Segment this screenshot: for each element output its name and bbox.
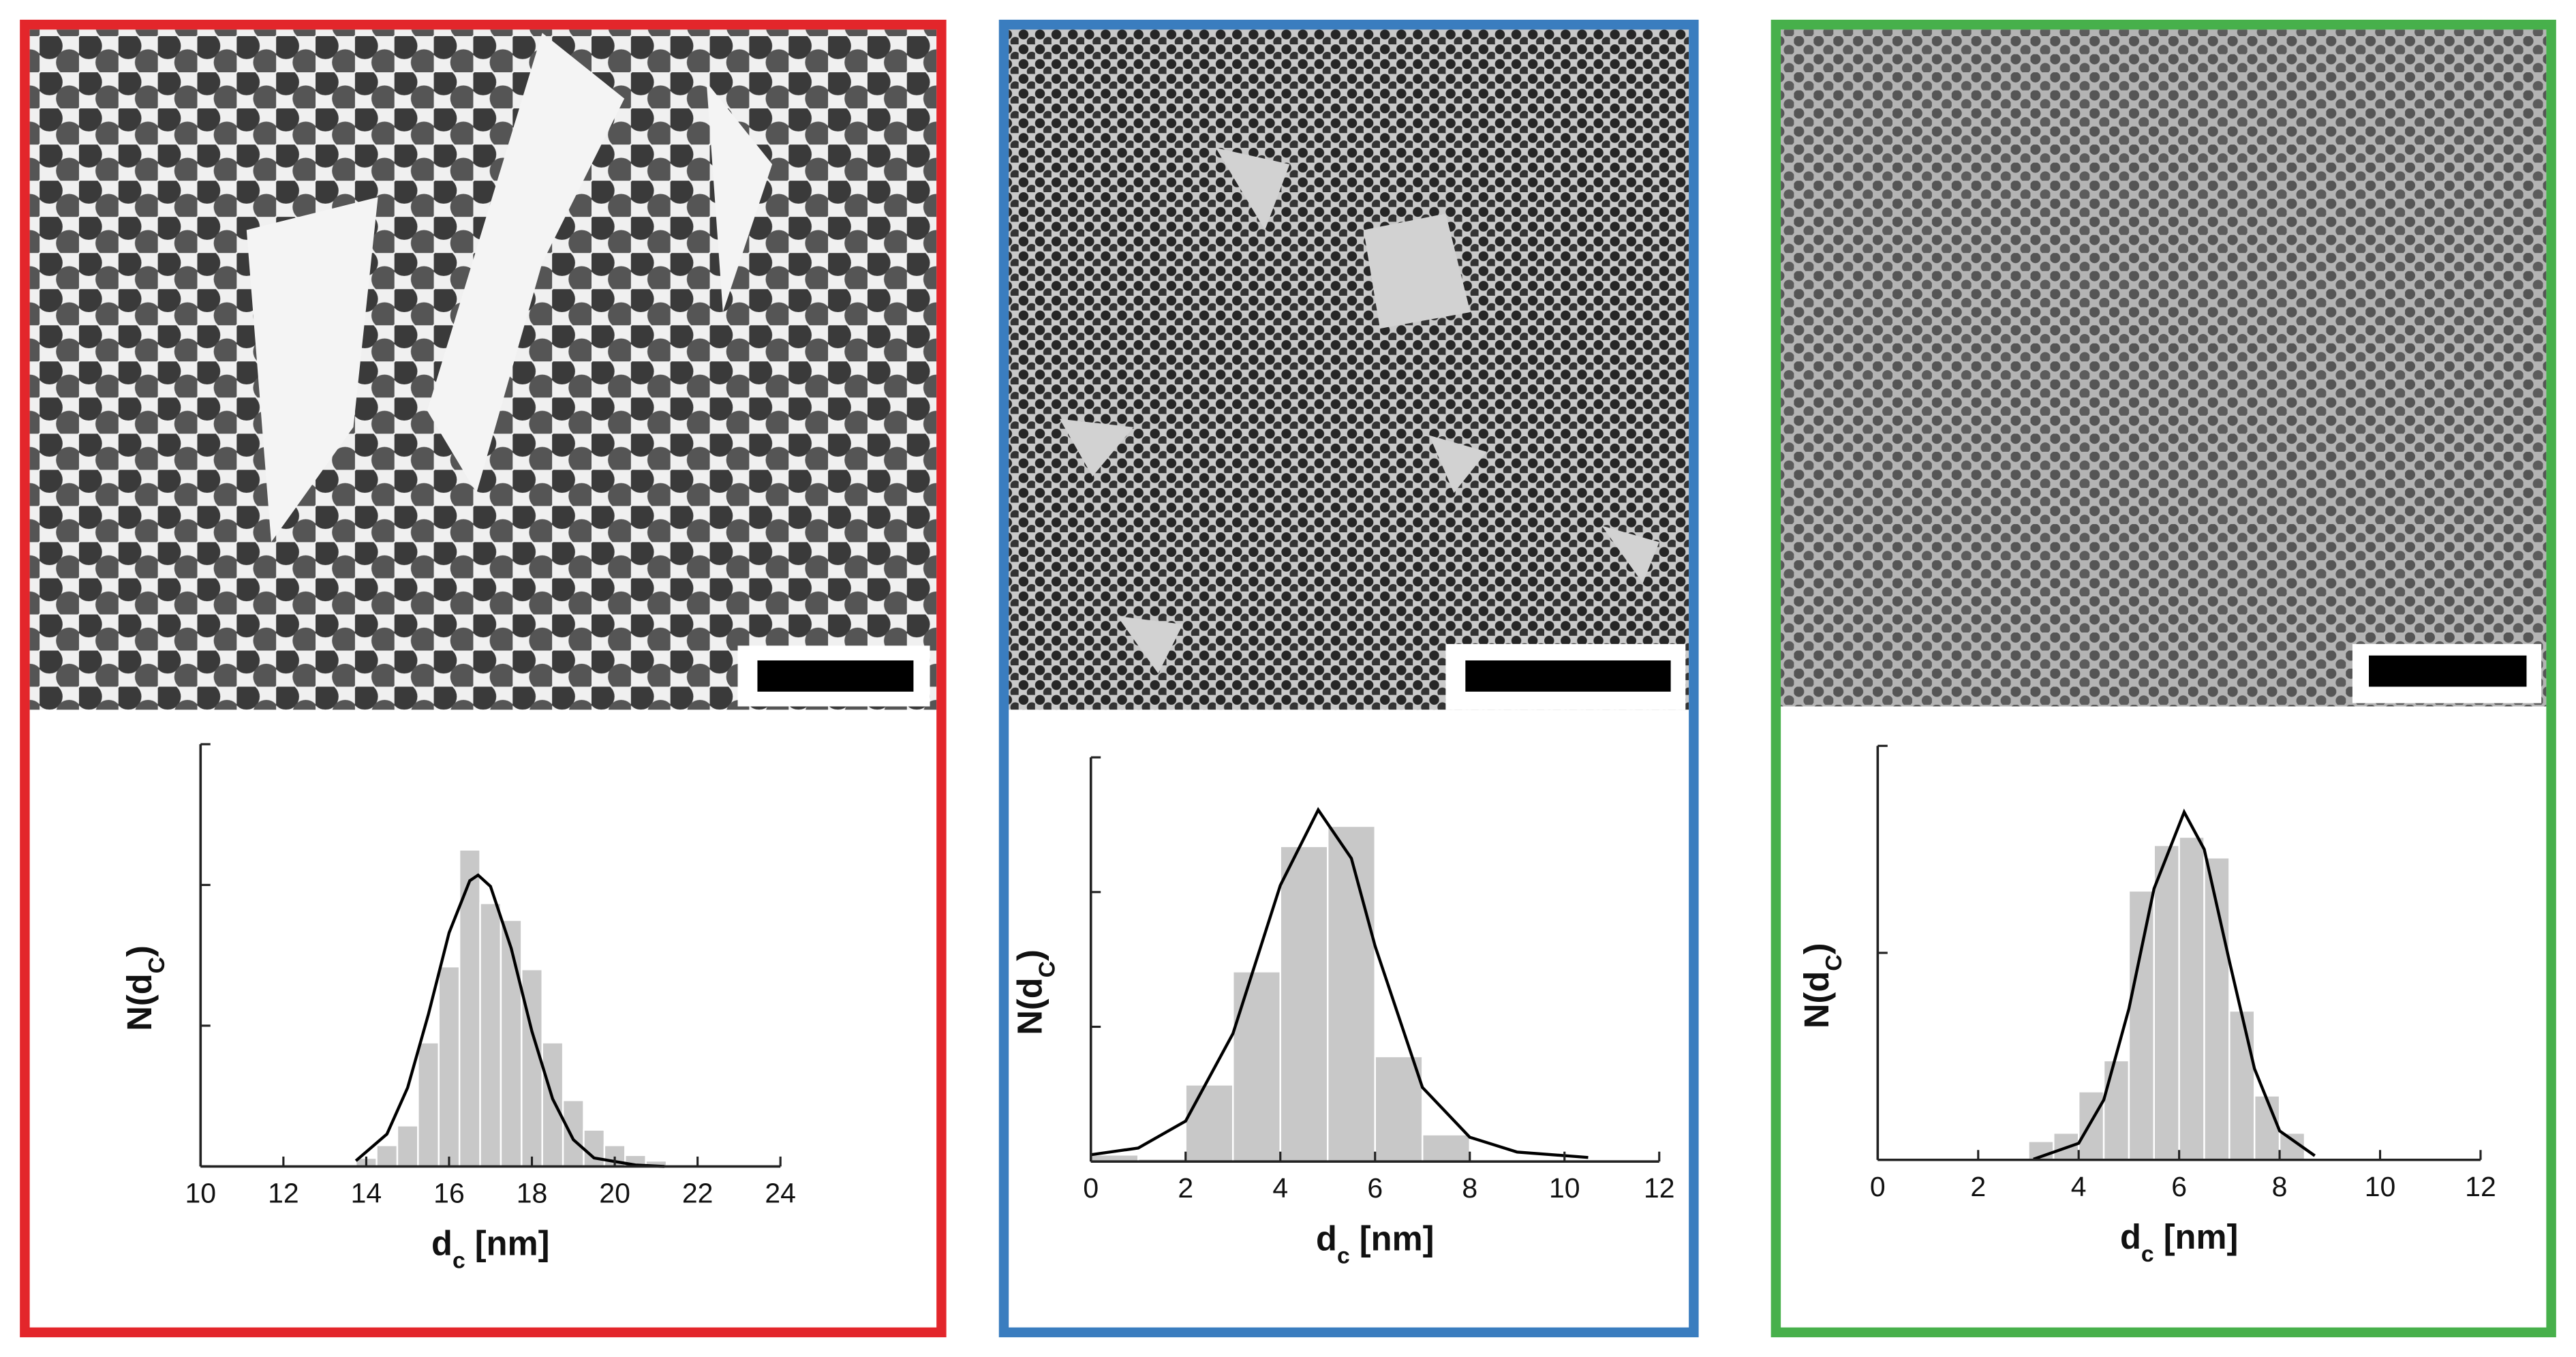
y-axis-label: N(dC): [1010, 949, 1060, 1035]
bar: [375, 1144, 399, 1168]
y-label-part: ): [1797, 943, 1836, 954]
tem-images: [29, 29, 2547, 710]
x-tick-label: 12: [268, 1177, 299, 1208]
bar: [417, 1041, 440, 1168]
x-tick-label: 4: [1272, 1172, 1288, 1204]
x-tick-label: 6: [1367, 1172, 1383, 1204]
x-tick-label: 2: [1178, 1172, 1193, 1204]
bar: [1184, 1084, 1234, 1163]
fit-curve: [2033, 808, 2316, 1161]
x-tick-label: 20: [599, 1177, 630, 1208]
x-axis-label: dc [nm]: [2120, 1217, 2238, 1267]
x-label-part: [nm]: [1350, 1219, 1435, 1257]
bar: [500, 919, 523, 1168]
bar: [583, 1129, 606, 1168]
x-tick-label: 0: [1083, 1172, 1099, 1204]
y-axis-label: N(dC): [120, 945, 170, 1031]
y-label-part: ): [1010, 949, 1049, 961]
bar: [2102, 1059, 2130, 1161]
x-tick-label: 12: [1644, 1172, 1675, 1204]
x-label-part: [nm]: [2154, 1217, 2239, 1256]
x-tick-label: 10: [185, 1177, 217, 1208]
bar: [479, 902, 502, 1168]
fit-curve: [354, 873, 665, 1168]
x-tick-label: 14: [351, 1177, 382, 1208]
x-tick-label: 8: [2272, 1171, 2288, 1202]
x-axis-label: dc [nm]: [1316, 1219, 1434, 1268]
x-label-part: d: [1316, 1219, 1337, 1257]
x-label-part: c: [2141, 1241, 2154, 1267]
bar: [1327, 825, 1376, 1163]
bar: [1232, 971, 1281, 1163]
x-label-part: d: [431, 1224, 453, 1263]
scale-bar: [2369, 655, 2527, 687]
x-tick-label: 2: [1970, 1171, 1986, 1202]
y-label-part: C: [1034, 961, 1060, 977]
x-label-part: c: [453, 1248, 465, 1274]
x-tick-label: 6: [2171, 1171, 2187, 1202]
x-label-part: c: [1337, 1242, 1350, 1268]
y-label-part: C: [144, 957, 170, 973]
fit-curve: [1090, 807, 1589, 1159]
bar: [1279, 845, 1329, 1163]
x-axis-label: dc [nm]: [431, 1224, 549, 1274]
x-tick-label: 24: [765, 1177, 796, 1208]
bar: [1422, 1133, 1471, 1163]
bar: [2228, 1009, 2256, 1161]
x-tick-label: 10: [1549, 1172, 1580, 1204]
y-label-part: N(d: [1797, 971, 1836, 1028]
bar: [396, 1125, 419, 1168]
bar: [2153, 844, 2180, 1161]
scale-bar: [1465, 660, 1671, 692]
bar: [541, 1041, 564, 1168]
x-tick-label: 18: [517, 1177, 548, 1208]
bar: [2128, 889, 2155, 1161]
x-tick-label: 22: [682, 1177, 714, 1208]
tem-image: [1781, 29, 2547, 707]
y-label-part: C: [1821, 954, 1847, 971]
y-label-part: N(d: [120, 973, 159, 1031]
x-tick-label: 10: [2365, 1171, 2396, 1202]
panel-frame: [998, 19, 1699, 1338]
tem-gap: [246, 33, 773, 543]
scale-bar: [757, 660, 914, 692]
x-tick-label: 16: [433, 1177, 465, 1208]
x-label-part: d: [2120, 1217, 2141, 1256]
bar: [2178, 836, 2205, 1161]
y-label-part: ): [120, 945, 159, 957]
y-label-part: N(d: [1010, 977, 1049, 1035]
panel-frame: [1770, 19, 2556, 1338]
bar: [2254, 1095, 2281, 1161]
x-label-part: [nm]: [465, 1224, 550, 1263]
panel-frame: [20, 19, 947, 1338]
bar: [562, 1099, 585, 1168]
y-axis-label: N(dC): [1797, 943, 1847, 1028]
x-tick-label: 12: [2465, 1171, 2496, 1202]
bar: [438, 965, 461, 1168]
bar: [2078, 1091, 2105, 1161]
tem-image: [1009, 29, 1689, 710]
x-tick-label: 4: [2071, 1171, 2087, 1202]
x-tick-label: 8: [1462, 1172, 1477, 1204]
x-tick-label: 0: [1870, 1171, 1886, 1202]
bar: [1374, 1055, 1424, 1163]
